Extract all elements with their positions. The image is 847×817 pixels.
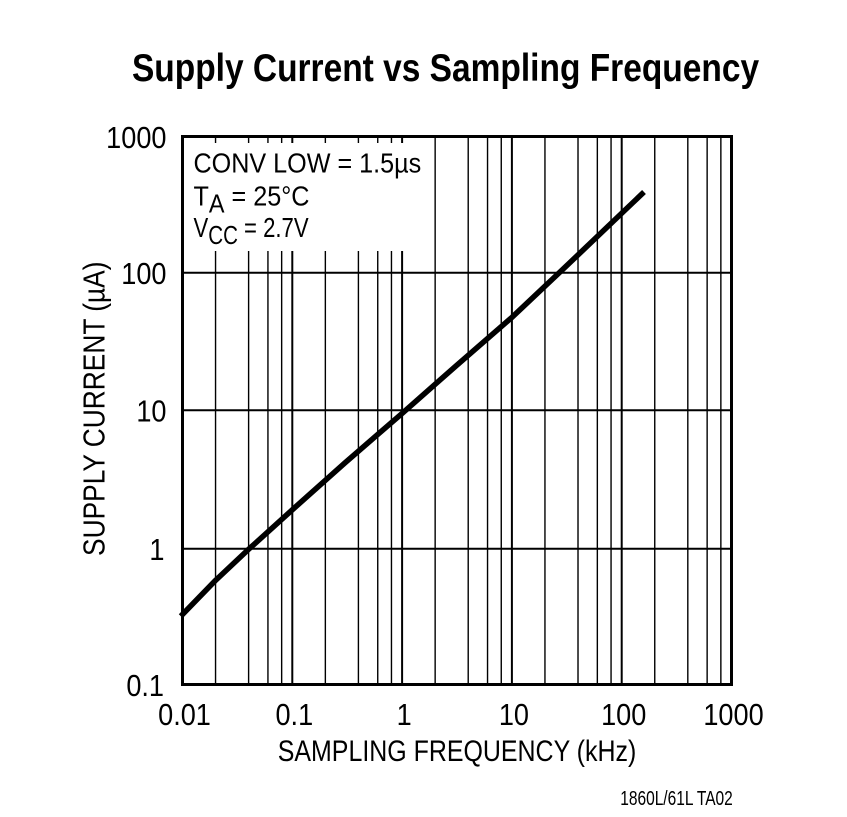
svg-text:CONV LOW = 1.5µs: CONV LOW = 1.5µs <box>194 147 422 179</box>
svg-text:10: 10 <box>136 395 166 429</box>
svg-text:Supply Current vs Sampling Fre: Supply Current vs Sampling Frequency <box>132 46 759 90</box>
svg-text:1860L/61L TA02: 1860L/61L TA02 <box>620 787 733 809</box>
svg-text:SUPPLY CURRENT (µA): SUPPLY CURRENT (µA) <box>78 262 112 556</box>
svg-text:1000: 1000 <box>106 121 166 155</box>
svg-text:SAMPLING FREQUENCY (kHz): SAMPLING FREQUENCY (kHz) <box>278 734 637 768</box>
svg-text:0.1: 0.1 <box>126 669 164 703</box>
svg-text:1000: 1000 <box>703 698 763 732</box>
svg-text:10: 10 <box>499 698 529 732</box>
svg-text:1: 1 <box>397 698 412 732</box>
svg-text:100: 100 <box>121 257 166 291</box>
svg-text:0.1: 0.1 <box>275 698 313 732</box>
svg-text:1: 1 <box>149 533 164 567</box>
svg-text:0.01: 0.01 <box>158 698 211 732</box>
svg-text:100: 100 <box>601 698 646 732</box>
